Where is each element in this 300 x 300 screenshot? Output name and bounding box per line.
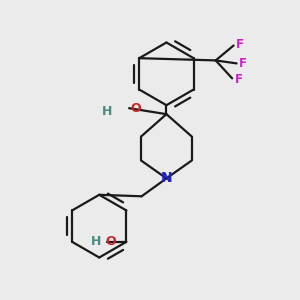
Text: F: F (236, 38, 244, 51)
Text: O: O (106, 235, 116, 248)
Text: N: N (160, 171, 172, 185)
Text: H: H (91, 235, 102, 248)
Text: O: O (130, 102, 141, 115)
Text: F: F (235, 73, 242, 86)
Text: F: F (239, 57, 247, 70)
Text: H: H (101, 105, 112, 118)
